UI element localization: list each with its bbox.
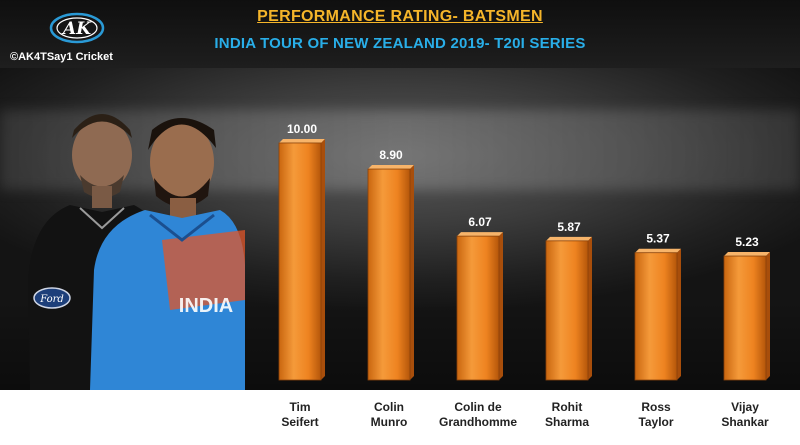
- value-label-5: 5.37: [646, 232, 670, 246]
- bar-top-face: [279, 138, 325, 143]
- credit-text: ©AK4TSay1 Cricket: [10, 51, 113, 63]
- category-label-3: Colin de Grandhomme: [439, 400, 517, 429]
- value-labels-layer: 10.00 8.90 6.07 5.87 5.37 5.23: [287, 122, 759, 249]
- bar-top-face: [546, 236, 592, 241]
- category-label-1: Tim Seifert: [281, 400, 318, 429]
- bar-top-face: [368, 165, 414, 170]
- bar-side-face: [410, 165, 414, 380]
- bar-5: [634, 248, 681, 381]
- bar-side-face: [677, 248, 681, 380]
- bar-6: [723, 252, 770, 381]
- bar-top-face: [457, 232, 503, 237]
- value-label-3: 6.07: [468, 215, 492, 229]
- category-labels-layer: Tim Seifert Colin Munro Colin de Grandhomme Ro…: [281, 400, 769, 429]
- bars-layer: [278, 138, 770, 381]
- bar-front-face: [545, 240, 589, 381]
- ak-logo: AK: [49, 12, 105, 44]
- category-label-4: Rohit Sharma: [545, 400, 589, 429]
- logo-text: AK: [61, 19, 92, 39]
- value-label-6: 5.23: [735, 235, 759, 249]
- bar-side-face: [766, 252, 770, 380]
- bar-top-face: [724, 252, 770, 257]
- bar-front-face: [634, 252, 678, 381]
- india-player-figure: INDIA: [90, 118, 245, 390]
- value-label-4: 5.87: [557, 220, 581, 234]
- bar-4: [545, 236, 592, 381]
- svg-text:INDIA: INDIA: [179, 295, 233, 317]
- header-band: [0, 0, 800, 68]
- bar-side-face: [499, 232, 503, 380]
- bar-2: [367, 165, 414, 381]
- bar-top-face: [635, 248, 681, 253]
- category-label-panel: [0, 390, 800, 445]
- category-label-2: Colin Munro: [371, 400, 408, 429]
- bar-front-face: [278, 142, 322, 381]
- value-label-1: 10.00: [287, 122, 317, 136]
- chart-title: PERFORMANCE RATING- BATSMEN: [257, 8, 543, 25]
- bar-front-face: [723, 255, 767, 381]
- category-label-5: Ross Taylor: [638, 400, 673, 429]
- players-image: Ford INDIA: [28, 114, 245, 390]
- category-label-6: Vijay Shankar: [721, 400, 769, 429]
- bar-side-face: [321, 138, 325, 380]
- bar-side-face: [588, 236, 592, 380]
- bar-3: [456, 232, 503, 381]
- svg-text:Ford: Ford: [39, 294, 64, 305]
- bar-front-face: [456, 235, 500, 381]
- chart-subtitle: INDIA TOUR OF NEW ZEALAND 2019- T20I SER…: [214, 35, 586, 52]
- value-label-2: 8.90: [379, 148, 403, 162]
- bar-1: [278, 138, 325, 381]
- bar-front-face: [367, 168, 411, 381]
